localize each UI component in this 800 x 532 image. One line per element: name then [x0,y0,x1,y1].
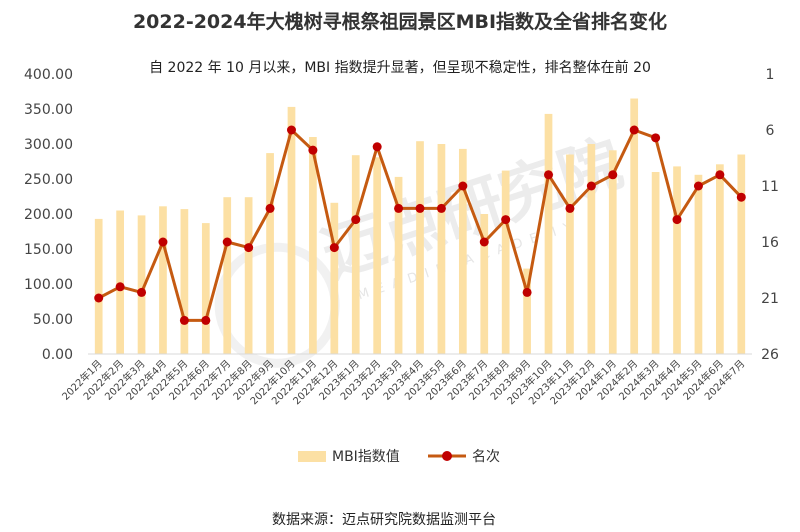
y-right-tick-label: 26 [761,347,779,363]
bar [394,176,403,354]
bar [587,144,596,354]
rank-line-series [94,125,746,325]
chart-subtitle: 自 2022 年 10 月以来，MBI 指数提升显著，但呈现不稳定性，排名整体在… [149,59,651,76]
rank-point [158,237,168,247]
rank-point [565,203,575,213]
bar [266,153,274,354]
y-left-tick-label: 200.00 [24,207,73,223]
bar [201,223,210,354]
y-right-tick-label: 1 [766,67,775,83]
rank-point [94,293,104,303]
bar [437,144,446,354]
rank-point [479,237,489,247]
bar [501,170,510,354]
rank-point [458,181,468,191]
bar [137,215,146,354]
y-right-tick-label: 11 [761,179,779,195]
bar [159,206,167,354]
legend-swatch-bar [298,451,326,462]
rank-point [244,243,254,253]
bar [287,106,296,355]
rank-point [736,192,746,202]
rank-point [351,215,361,225]
x-axis: 2022年1月2022年2月2022年3月2022年4月2022年5月2022年… [59,357,747,407]
bar [116,210,124,354]
rank-point [137,287,147,297]
bar-series [94,98,746,355]
bar [480,214,489,354]
rank-point [651,133,661,143]
y-right-tick-label: 16 [761,235,779,251]
bar [737,154,746,354]
rank-point [436,203,446,213]
y-right-tick-label: 21 [761,291,779,307]
rank-point [329,243,339,253]
y-left-tick-label: 50.00 [33,312,73,328]
bar [223,197,232,354]
bar [694,174,703,354]
legend: MBI指数值 名次 [298,449,500,465]
rank-point [522,287,532,297]
bar [651,172,660,354]
y-left-tick-label: 400.00 [24,67,73,83]
y-left-axis: 0.00 50.00 100.00 150.00 200.00 250.00 300.00 3… [24,67,73,363]
rank-point [201,315,211,325]
rank-point [629,125,639,135]
y-left-tick-label: 100.00 [24,277,73,293]
y-left-tick-label: 300.00 [24,137,73,153]
rank-point [222,237,232,247]
bar [330,202,339,354]
bar [716,164,724,354]
bar [244,197,253,354]
source-note: 数据来源：迈点研究院数据监测平台 [272,512,496,528]
chart-title: 2022-2024年大槐树寻根祭祖园景区MBI指数及全省排名变化 [133,10,667,33]
y-left-tick-label: 150.00 [24,242,73,258]
bar [630,98,639,354]
bar [566,154,574,354]
y-left-tick-label: 350.00 [24,102,73,118]
bar [673,166,681,354]
rank-point [608,170,618,180]
legend-swatch-marker [442,451,452,461]
bar [544,113,553,355]
rank-point [265,203,275,213]
rank-point [394,203,404,213]
rank-point [372,142,382,152]
legend-label-line: 名次 [472,449,500,465]
y-left-tick-label: 0.00 [42,347,73,363]
bar [351,155,360,354]
rank-point [115,282,125,292]
rank-point [715,170,725,180]
rank-point [286,125,296,135]
y-right-tick-label: 6 [766,123,775,139]
bar [94,218,103,354]
y-left-tick-label: 250.00 [24,172,73,188]
bar [458,148,467,354]
rank-point [693,181,703,191]
legend-label-bar: MBI指数值 [332,449,400,465]
bar [180,209,189,354]
rank-point [415,203,425,213]
bar [416,141,424,354]
rank-point [544,170,554,180]
rank-point [179,315,189,325]
rank-point [308,145,318,155]
bar [523,268,531,354]
rank-point [586,181,596,191]
bar [608,150,617,354]
rank-point [672,215,682,225]
bar [373,157,382,354]
bar [309,137,317,354]
rank-point [501,215,511,225]
